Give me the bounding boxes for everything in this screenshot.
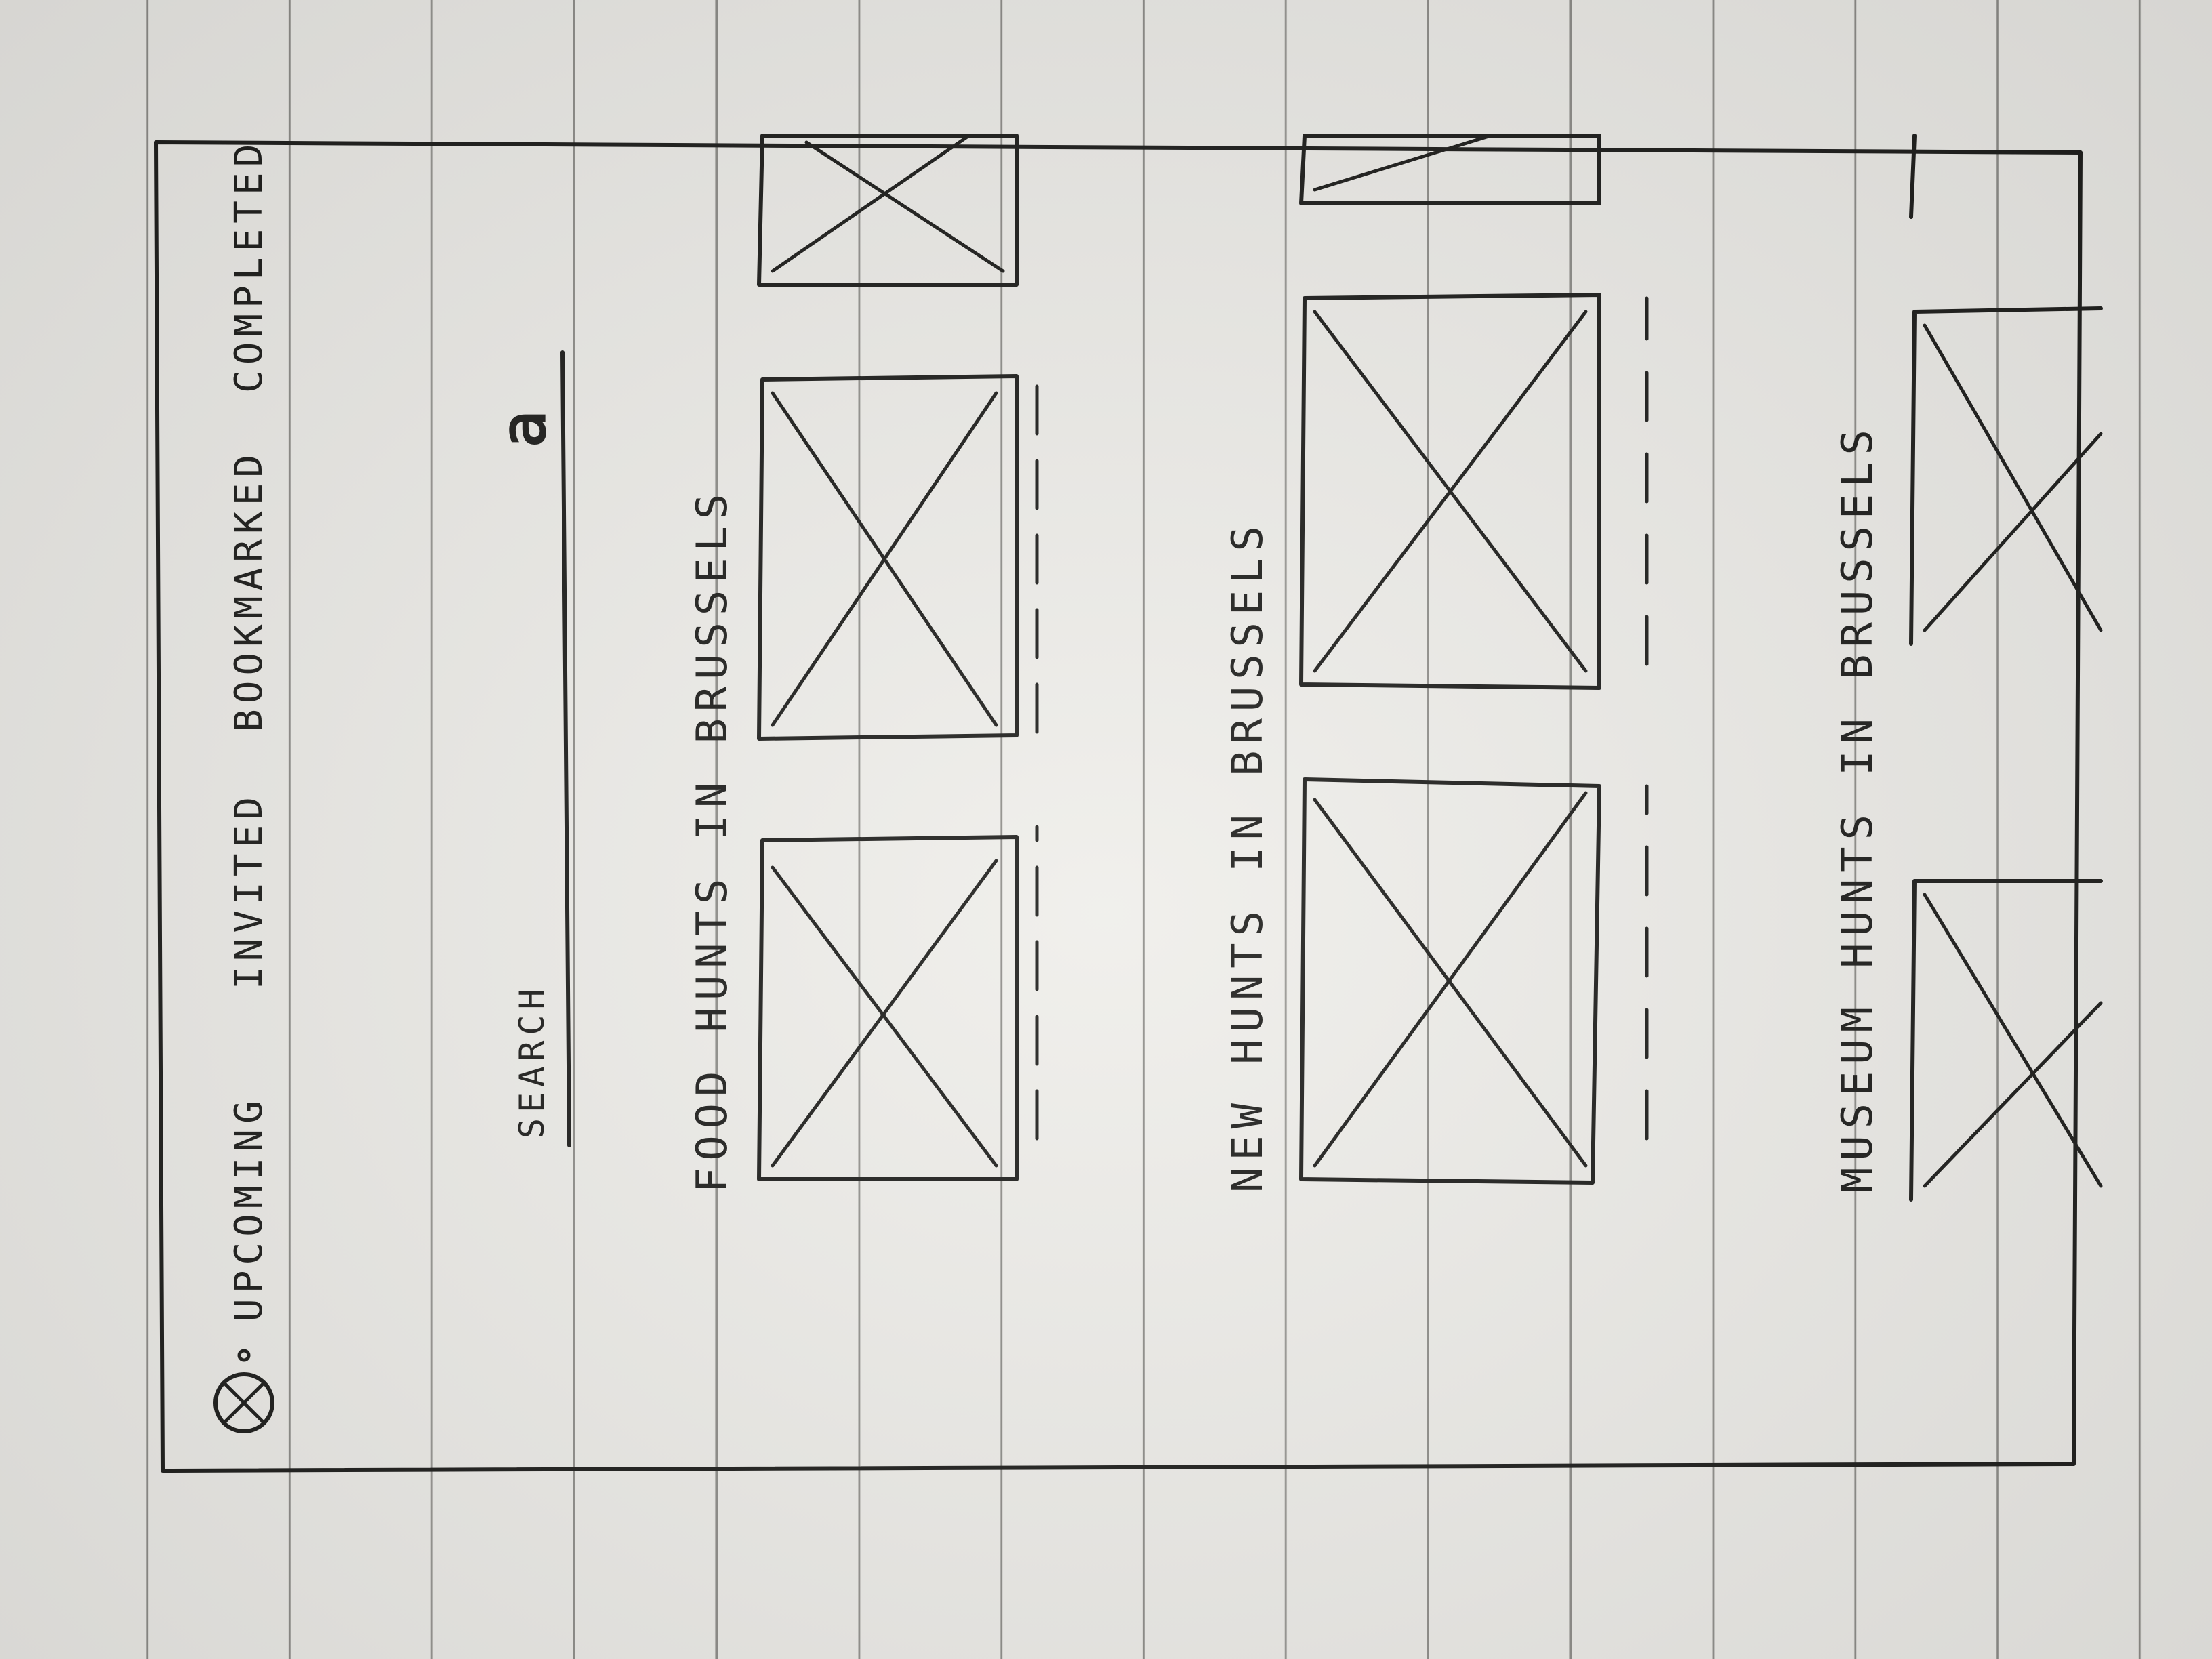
menu-icon	[213, 1349, 274, 1433]
section-title-museum: MUSEUM HUNTS IN BRUSSELS	[1832, 423, 1882, 1193]
tab-completed[interactable]: COMPLETED	[227, 138, 271, 393]
wireframe-drawing	[154, 134, 2103, 1473]
search-underline	[560, 350, 571, 1147]
museum-card-1	[1909, 879, 2103, 1202]
new-card-2	[1299, 293, 1649, 690]
museum-card-2	[1909, 306, 2103, 646]
search-icon[interactable]: 𝖺	[488, 409, 559, 447]
tab-upcoming[interactable]: UPCOMING	[227, 1095, 271, 1322]
food-card-3	[757, 134, 1019, 287]
tab-invited[interactable]: INVITED	[227, 791, 271, 989]
section-title-food: FOOD HUNTS IN BRUSSELS	[687, 487, 737, 1193]
phone-frame	[154, 140, 2083, 1473]
new-card-3	[1299, 134, 1601, 205]
food-card-2	[757, 371, 1039, 741]
search-input[interactable]: SEARCH	[512, 983, 552, 1139]
wireframe-sketch: UPCOMING INVITED BOOKMARKED COMPLETED SE…	[136, 134, 2103, 1491]
museum-card-3	[1909, 134, 1917, 219]
new-card-1	[1299, 777, 1649, 1185]
food-card-1	[757, 825, 1039, 1181]
section-title-new: NEW HUNTS IN BRUSSELS	[1223, 519, 1272, 1193]
tab-bookmarked[interactable]: BOOKMARKED	[227, 449, 271, 732]
